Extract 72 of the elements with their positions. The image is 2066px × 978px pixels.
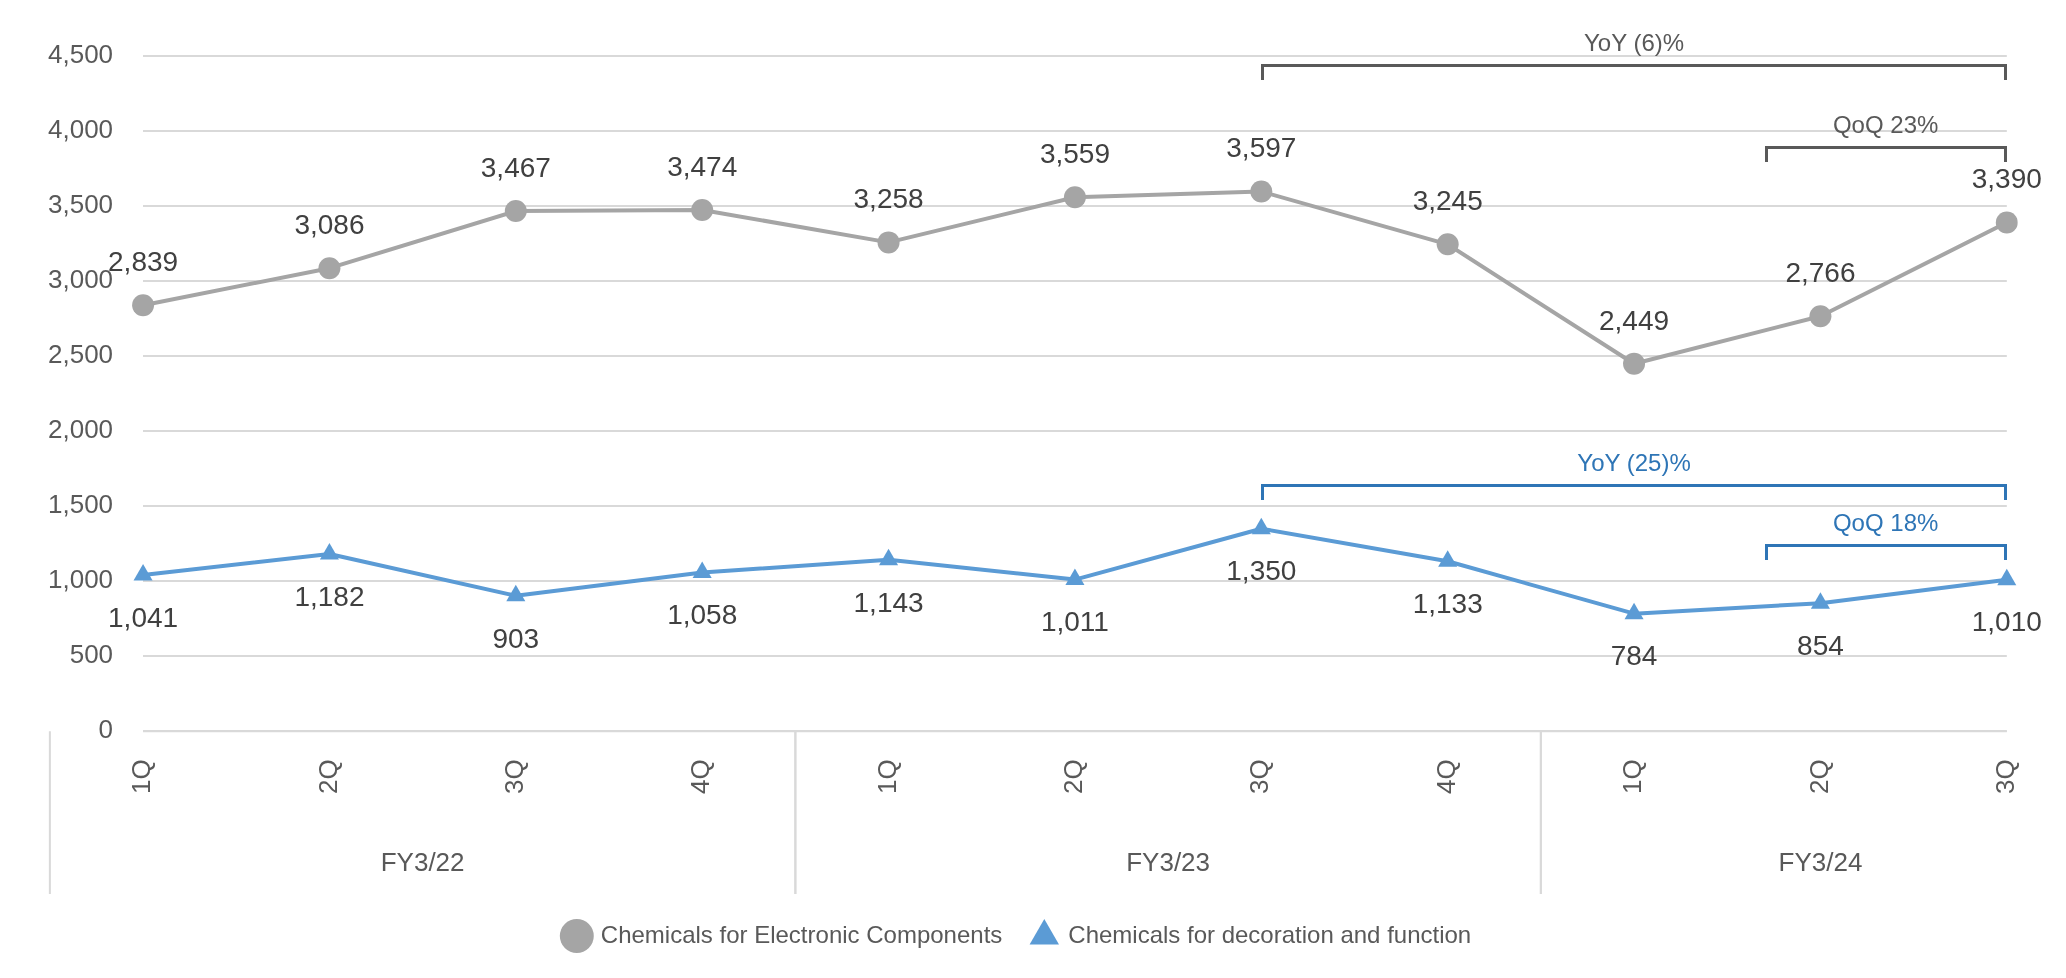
- point: [1995, 211, 2018, 234]
- data-label: 784: [1610, 640, 1658, 672]
- data-label: 1,182: [294, 580, 365, 612]
- data-label: 3,467: [480, 151, 551, 183]
- point: [1063, 186, 1086, 209]
- point: [1438, 550, 1458, 567]
- legend-label: Chemicals for Electronic Components: [600, 920, 1003, 948]
- y-tick-label: 4,000: [47, 114, 114, 145]
- x-tick-label: 3Q: [1244, 759, 1275, 794]
- data-label: 854: [1797, 629, 1844, 661]
- point: [1436, 233, 1459, 256]
- data-label: 3,245: [1412, 185, 1483, 217]
- point: [1623, 352, 1646, 375]
- point: [1624, 602, 1644, 620]
- data-label: 2,766: [1785, 256, 1856, 288]
- data-label: 1,010: [1971, 606, 2042, 638]
- data-label: 1,350: [1226, 555, 1297, 587]
- text: FY3/23: [1126, 847, 1211, 878]
- annotation: QoQ 23%: [1831, 110, 1940, 141]
- y-tick-label: 3,500: [47, 189, 114, 220]
- annotation: QoQ 18%: [1831, 507, 1940, 538]
- x-tick-label: 1Q: [871, 759, 902, 794]
- point: [1810, 592, 1830, 609]
- data-label: 1,133: [1412, 588, 1483, 620]
- data-label: 3,086: [294, 208, 365, 240]
- y-tick-label: 1,000: [47, 564, 114, 595]
- point: [692, 561, 712, 579]
- point: [132, 294, 155, 317]
- text: FY3/24: [1778, 847, 1863, 878]
- y-tick-label: 2,500: [47, 339, 114, 370]
- point: [504, 200, 527, 223]
- annotation: YoY (25)%: [1576, 447, 1692, 478]
- data-label: 3,390: [1971, 163, 2042, 195]
- x-tick-label: 3Q: [1989, 759, 2020, 794]
- text: YoY (6)%: [1583, 27, 1686, 58]
- legend-label: Chemicals for decoration and function: [1068, 920, 1472, 948]
- y-tick-label: 2,000: [47, 414, 114, 445]
- point: [879, 548, 899, 566]
- x-tick-label: 4Q: [685, 759, 716, 794]
- data-label: 3,258: [853, 183, 924, 215]
- x-tick-label: 1Q: [126, 759, 157, 794]
- point: [319, 542, 339, 560]
- point: [691, 198, 714, 221]
- data-label: 1,041: [108, 601, 179, 633]
- point: [877, 231, 900, 254]
- point: [133, 564, 153, 581]
- data-label: 1,011: [1040, 606, 1109, 638]
- point: [1250, 180, 1273, 203]
- y-tick-label: 0: [98, 714, 114, 745]
- point: [1065, 568, 1085, 586]
- y-tick-label: 1,500: [47, 489, 114, 520]
- point: [318, 257, 341, 280]
- data-label: 903: [492, 622, 540, 654]
- y-tick-label: 500: [69, 639, 114, 670]
- point: [1997, 568, 2017, 586]
- data-label: 3,597: [1226, 132, 1297, 164]
- x-tick-label: 3Q: [498, 759, 529, 794]
- data-label: 1,058: [667, 599, 738, 631]
- x-tick-label: 2Q: [312, 759, 343, 794]
- x-tick-label: 1Q: [1617, 759, 1648, 794]
- data-label: 1,143: [853, 586, 924, 618]
- x-tick-label: 2Q: [1058, 759, 1089, 794]
- point: [1251, 517, 1271, 535]
- y-tick-label: 4,500: [47, 39, 114, 70]
- point: [506, 584, 526, 602]
- text: FY3/22: [380, 847, 465, 878]
- data-label: 3,474: [667, 150, 738, 182]
- x-tick-label: 4Q: [1430, 759, 1461, 794]
- data-label: 3,559: [1039, 137, 1110, 169]
- x-tick-label: 2Q: [1803, 759, 1834, 794]
- point: [1809, 305, 1832, 328]
- data-label: 2,449: [1599, 304, 1670, 336]
